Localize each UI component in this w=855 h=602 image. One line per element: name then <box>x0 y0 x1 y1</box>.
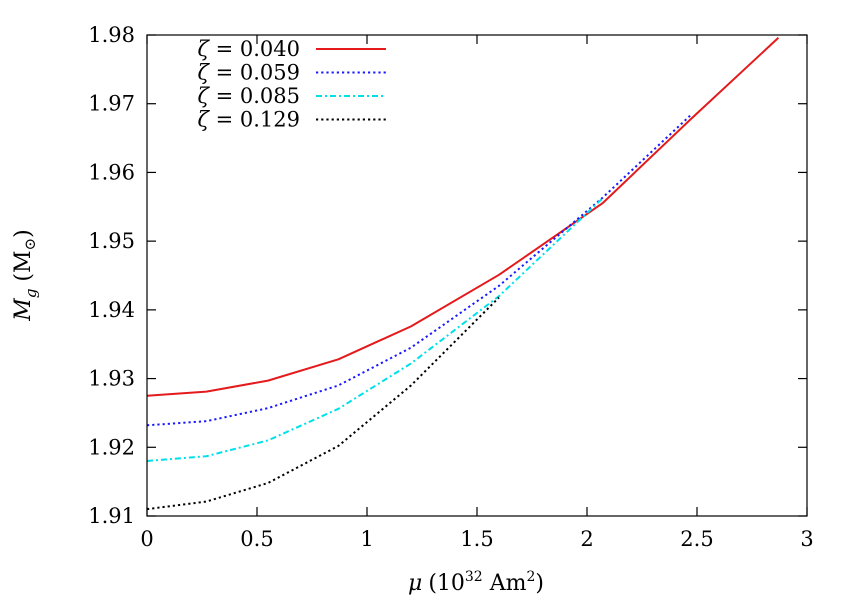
x-axis-label: μ (1032 Am2) <box>408 569 544 596</box>
x-axis-unit-suffix: ) <box>535 571 544 596</box>
legend-item-2: ζ = 0.059 <box>198 61 386 85</box>
legend-label: ζ = 0.129 <box>198 108 300 132</box>
x-tick-label: 2 <box>580 527 593 551</box>
legend-symbol: ζ <box>198 61 211 85</box>
series-line-3 <box>146 197 604 463</box>
x-tick-label: 3 <box>800 527 813 551</box>
series-line-1 <box>146 37 780 397</box>
legend-value: = 0.059 <box>209 61 300 85</box>
legend-symbol: ζ <box>198 108 211 132</box>
legend-value: = 0.129 <box>209 108 300 132</box>
x-tick-label: 0.5 <box>240 527 273 551</box>
legend-item-4: ζ = 0.129 <box>198 108 386 132</box>
x-tick-label: 1.5 <box>460 527 493 551</box>
series-layer <box>146 37 780 511</box>
y-tick-label: 1.97 <box>88 92 135 116</box>
legend-label: ζ = 0.085 <box>198 84 300 108</box>
x-tick-label: 2.5 <box>680 527 713 551</box>
y-axis-unit: (M <box>11 250 36 288</box>
x-axis-unit-exponent: 32 <box>465 569 483 585</box>
y-tick-label: 1.96 <box>88 160 135 184</box>
x-axis-unit-exponent-2: 2 <box>526 569 535 585</box>
y-tick-label: 1.91 <box>88 504 135 528</box>
y-tick-label: 1.95 <box>88 229 135 253</box>
legend-item-1: ζ = 0.040 <box>198 37 386 61</box>
x-tick-label: 1 <box>360 527 373 551</box>
y-axis-unit-subscript: ⊙ <box>21 238 39 251</box>
x-axis-ticks: 0 0.5 1 1.5 2 2.5 3 <box>140 35 814 551</box>
y-axis-subscript: g <box>22 289 40 299</box>
legend-label: ζ = 0.059 <box>198 61 300 85</box>
legend-value: = 0.085 <box>209 84 300 108</box>
legend-value: = 0.040 <box>209 37 300 61</box>
x-axis-symbol: μ <box>408 571 422 596</box>
plot-area: 0 0.5 1 1.5 2 2.5 3 1.911.921.931.941.951.961.… <box>88 23 813 551</box>
y-axis-ticks: 1.91 1.92 1.93 1.94 1.95 1.96 1.97 1.98 <box>88 23 807 528</box>
legend-symbol: ζ <box>198 84 211 108</box>
y-tick-label: 1.93 <box>88 367 135 391</box>
y-tick-label: 1.94 <box>88 298 135 322</box>
series-line-4 <box>146 296 500 511</box>
y-axis-label: Mg (M⊙) <box>11 229 40 321</box>
legend-label: ζ = 0.040 <box>198 37 300 61</box>
y-tick-label: 1.92 <box>88 435 135 459</box>
x-tick-label: 0 <box>140 527 153 551</box>
legend-item-3: ζ = 0.085 <box>198 84 386 108</box>
legend-symbol: ζ <box>198 37 211 61</box>
y-axis-symbol: M <box>11 298 36 322</box>
y-axis-unit-suffix: ) <box>11 229 36 238</box>
y-tick-label: 1.98 <box>88 23 135 47</box>
x-axis-unit-prefix: (10 <box>428 571 465 596</box>
x-axis-unit-mid: Am <box>483 571 527 596</box>
